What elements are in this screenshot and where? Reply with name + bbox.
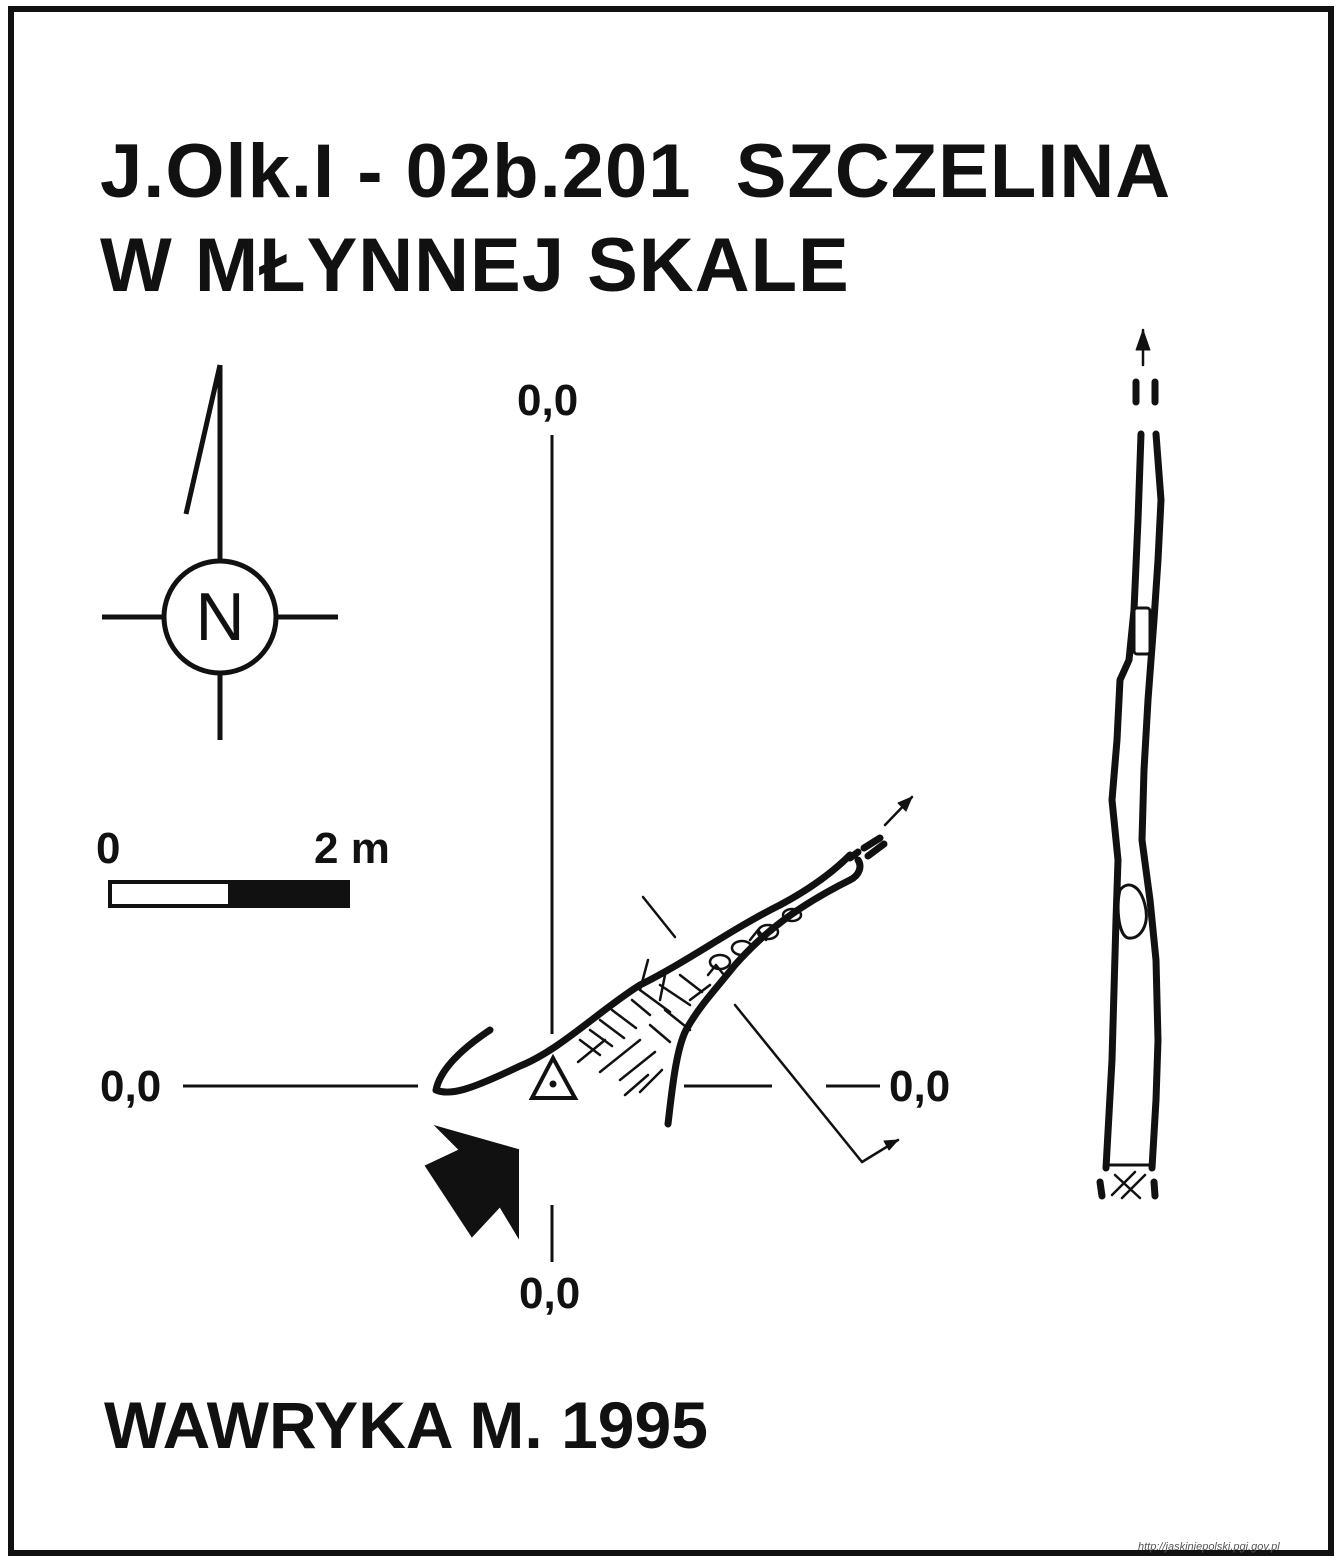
scale-bar-black-segment xyxy=(228,880,350,908)
cave-wall-gap-1 xyxy=(846,848,862,862)
cross-section-line-upper xyxy=(641,895,677,939)
cave-wall-gap-3 xyxy=(864,840,888,860)
sediment-hatching xyxy=(576,958,712,1097)
axis-label-right: 0,0 xyxy=(889,1062,951,1111)
profile-sediment-hatching xyxy=(1110,1170,1147,1200)
map-title-line-2: W MŁYNNEJ SKALE xyxy=(100,223,850,308)
axis-label-left: 0,0 xyxy=(100,1062,162,1111)
profile-boulder-2 xyxy=(1116,883,1148,940)
cave-plan xyxy=(432,795,914,1164)
compass-north-letter: N xyxy=(195,579,245,655)
entrance-arrow-icon xyxy=(424,1124,519,1240)
cross-section-line-lower xyxy=(733,1003,864,1164)
cave-wall-left xyxy=(432,851,854,1096)
axis-label-bottom: 0,0 xyxy=(519,1269,581,1318)
source-url: http://jaskiniepolski.pgi.gov.pl xyxy=(1138,1541,1280,1553)
scale-bar-white-segment xyxy=(108,880,232,908)
scale-bar-end-label: 2 m xyxy=(314,824,390,873)
cross-section-arrow-head-icon xyxy=(883,1139,899,1151)
scale-bar xyxy=(108,880,350,908)
compass-circle xyxy=(161,558,279,676)
cave-wall-right xyxy=(664,856,864,1128)
reference-axes xyxy=(183,435,880,1262)
cave-cross-section xyxy=(1096,328,1165,1200)
survey-station-triangle-icon xyxy=(528,1053,579,1100)
scale-bar-start-label: 0 xyxy=(96,824,121,873)
cave-wall-gap-2 xyxy=(860,834,884,852)
profile-continuation-arrow-icon xyxy=(1135,329,1151,351)
axis-label-top: 0,0 xyxy=(517,376,579,425)
profile-wall-left xyxy=(1102,430,1145,1172)
north-arrow-icon xyxy=(183,364,223,515)
map-title-line-1: J.Olk.I - 02b.201 SZCZELINA xyxy=(100,129,1172,214)
rubble-symbols xyxy=(706,907,803,977)
profile-wall-right xyxy=(1138,430,1165,1172)
profile-bottom-gap-right xyxy=(1150,1178,1159,1200)
compass-rose xyxy=(102,364,338,740)
profile-bottom-gap-left xyxy=(1096,1178,1106,1200)
author-credit: WAWRYKA M. 1995 xyxy=(104,1388,708,1462)
continuation-arrow-head-icon xyxy=(897,796,913,812)
profile-boulder-1 xyxy=(1132,606,1152,656)
